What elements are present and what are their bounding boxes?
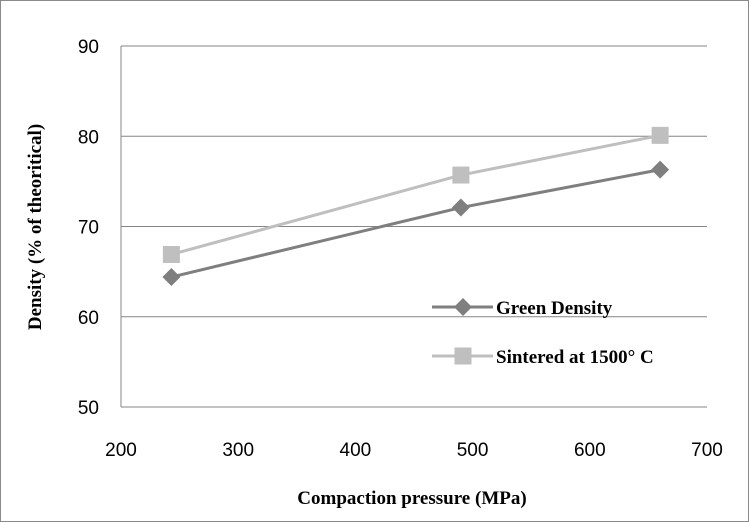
x-tick-label-400: 400	[340, 440, 372, 461]
legend-item-0: Green Density	[432, 298, 613, 319]
legend: Green Density Sintered at 1500° C	[432, 298, 654, 368]
y-axis-title: Density (% of theoritical)	[25, 124, 46, 330]
legend-label-1: Sintered at 1500° C	[496, 347, 654, 368]
y-tick-label-60: 60	[78, 308, 99, 329]
y-tick-label-90: 90	[78, 37, 99, 58]
series-line-0	[171, 168, 661, 279]
legend-marker-1	[454, 347, 472, 365]
data-point-0-1	[451, 198, 470, 217]
data-point-1-2	[651, 126, 669, 144]
x-tick-label-300: 300	[222, 440, 254, 461]
series	[162, 126, 670, 287]
x-tick-label-200: 200	[105, 440, 137, 461]
data-point-0-2	[651, 160, 670, 179]
series-0	[162, 160, 670, 287]
legend-marker-0	[454, 298, 472, 316]
tick-labels: 50 60 70 80 90 200 300 400 500 600 700	[78, 37, 723, 461]
legend-item-1: Sintered at 1500° C	[432, 347, 654, 368]
legend-label-0: Green Density	[496, 298, 613, 319]
x-tick-label-700: 700	[691, 440, 723, 461]
x-axis-title: Compaction pressure (MPa)	[297, 488, 526, 509]
x-tick-label-600: 600	[574, 440, 606, 461]
y-tick-label-50: 50	[78, 398, 99, 419]
axes	[120, 46, 707, 408]
gridlines	[121, 45, 707, 318]
y-tick-label-80: 80	[78, 127, 99, 148]
data-point-0-0	[162, 268, 181, 287]
series-line-1	[170, 133, 661, 256]
data-point-1-1	[452, 166, 470, 184]
x-tick-label-500: 500	[457, 440, 489, 461]
series-1	[162, 126, 669, 263]
data-point-1-0	[162, 245, 180, 263]
y-tick-label-70: 70	[78, 218, 99, 239]
